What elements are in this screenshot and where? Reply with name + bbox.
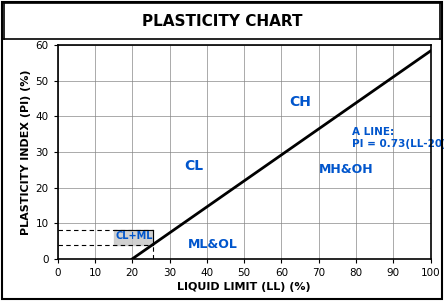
Text: CL+ML: CL+ML [115,231,153,241]
Polygon shape [114,230,153,245]
Text: MH&OH: MH&OH [319,163,373,176]
Text: A LINE:
PI = 0.73(LL-20): A LINE: PI = 0.73(LL-20) [353,127,444,149]
Text: PLASTICITY CHART: PLASTICITY CHART [142,14,302,29]
Text: CH: CH [289,95,311,109]
X-axis label: LIQUID LIMIT (LL) (%): LIQUID LIMIT (LL) (%) [178,282,311,292]
Text: CL: CL [185,159,204,173]
Y-axis label: PLASTICITY INDEX (PI) (%): PLASTICITY INDEX (PI) (%) [21,69,32,235]
Text: ML&OL: ML&OL [188,238,238,251]
